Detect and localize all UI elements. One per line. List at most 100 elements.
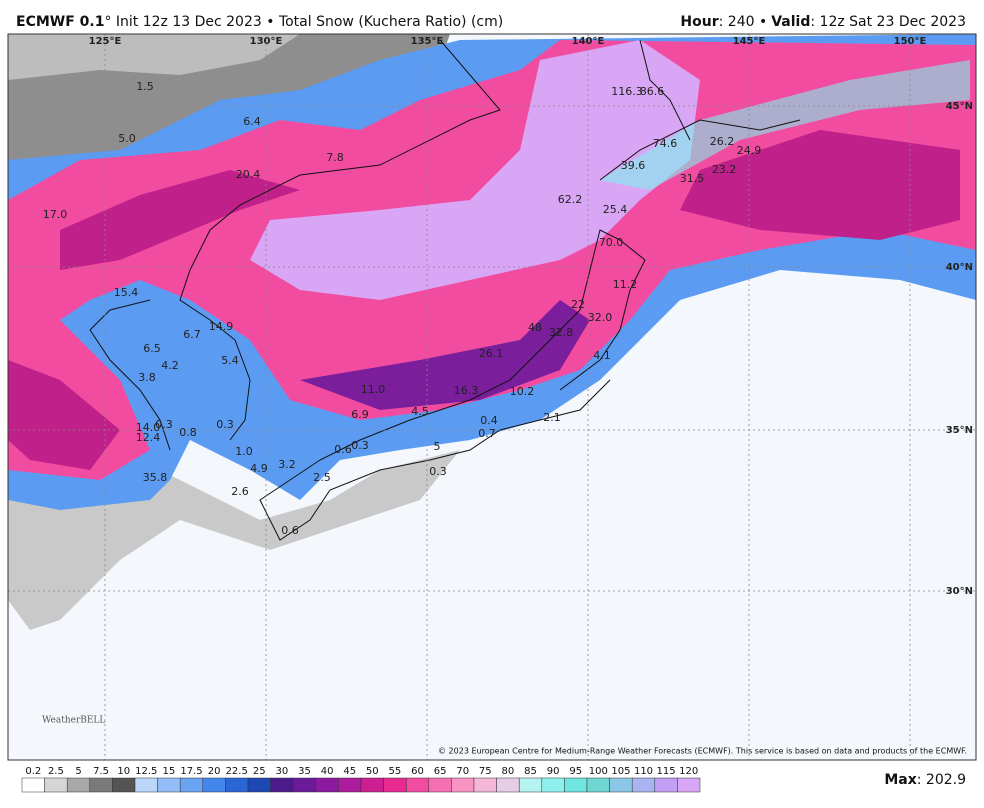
colorbar-cell bbox=[247, 777, 271, 793]
point-label: 62.2 bbox=[558, 193, 583, 206]
lat-label: 30°N bbox=[946, 586, 973, 597]
colorbar-cell bbox=[428, 777, 452, 793]
title-main: ECMWF 0.1 bbox=[16, 14, 104, 30]
colorbar-cell bbox=[518, 777, 543, 793]
subtitle: ° Init 12z 13 Dec 2023 • Total Snow (Kuc… bbox=[104, 14, 503, 30]
hour-label: Hour bbox=[680, 14, 718, 30]
point-label: 14.9 bbox=[209, 320, 234, 333]
colorbar-tick: 0.2 bbox=[25, 766, 41, 777]
colorbar-tick: 110 bbox=[634, 766, 653, 777]
point-label: 4.9 bbox=[250, 462, 268, 475]
lat-label: 35°N bbox=[946, 425, 973, 436]
point-label: 5.0 bbox=[118, 132, 136, 145]
colorbar-tick: 120 bbox=[679, 766, 698, 777]
title: ECMWF 0.1° Init 12z 13 Dec 2023 • Total … bbox=[16, 14, 503, 30]
point-label: 11.0 bbox=[361, 383, 386, 396]
colorbar-tick: 2.5 bbox=[48, 766, 64, 777]
point-label: 32.8 bbox=[549, 326, 574, 339]
point-label: 70.0 bbox=[599, 236, 624, 249]
map: 125°E 130°E 135°E 140°E 145°E 150°E 45°N 40°N 35… bbox=[8, 34, 976, 760]
snow-light-grey bbox=[8, 34, 300, 80]
colorbar-cell bbox=[21, 777, 45, 793]
lon-label: 140°E bbox=[572, 36, 605, 47]
point-label: 5 bbox=[434, 440, 441, 453]
colorbar: 0.2 2.5 5 7.5 10 12.5 15 17.5 20 22.5 25 30 35 40 45 50… bbox=[21, 766, 701, 793]
colorbar-cell bbox=[564, 777, 588, 793]
colorbar-cell bbox=[225, 777, 249, 793]
point-label: 1.0 bbox=[235, 445, 253, 458]
colorbar-tick: 35 bbox=[298, 766, 311, 777]
lat-label: 45°N bbox=[946, 101, 973, 112]
graticule: 125°E 130°E 135°E 140°E 145°E 150°E 45°N 40°N 35… bbox=[8, 34, 976, 760]
colorbar-cell bbox=[609, 777, 633, 793]
colorbar-cell bbox=[315, 777, 339, 793]
valid-info: Hour: 240 • Valid: 12z Sat 23 Dec 2023 bbox=[680, 14, 966, 30]
point-label: 74.6 bbox=[653, 137, 678, 150]
point-label: 4.5 bbox=[411, 405, 429, 418]
colorbar-tick: 50 bbox=[366, 766, 379, 777]
point-label: 16.3 bbox=[454, 384, 479, 397]
lon-label: 135°E bbox=[411, 36, 444, 47]
point-label: 25.4 bbox=[603, 203, 628, 216]
colorbar-cell bbox=[89, 777, 113, 793]
point-label: 86.6 bbox=[640, 85, 665, 98]
point-label: 23.2 bbox=[712, 163, 737, 176]
lon-label: 150°E bbox=[894, 36, 927, 47]
lon-label: 125°E bbox=[89, 36, 122, 47]
point-label: 0.6 bbox=[281, 524, 299, 537]
colorbar-tick: 30 bbox=[276, 766, 289, 777]
point-label: 24.9 bbox=[737, 144, 762, 157]
snow-cyan bbox=[600, 60, 970, 190]
point-label: 3.2 bbox=[278, 458, 296, 471]
colorbar-tick: 20 bbox=[208, 766, 221, 777]
colorbar-cell bbox=[383, 777, 407, 793]
colorbar-tick: 75 bbox=[479, 766, 492, 777]
point-label: 0.3 bbox=[216, 418, 234, 431]
colorbar-tick: 60 bbox=[411, 766, 424, 777]
point-label: 6.5 bbox=[143, 342, 161, 355]
colorbar-tick: 10 bbox=[117, 766, 130, 777]
point-label: 48 bbox=[528, 321, 542, 334]
colorbar-tick: 85 bbox=[524, 766, 537, 777]
point-label: 17.0 bbox=[43, 208, 68, 221]
colorbar-tick: 45 bbox=[343, 766, 356, 777]
snow-magenta bbox=[8, 130, 960, 470]
point-label: 22 bbox=[571, 298, 585, 311]
point-label: 6.7 bbox=[183, 328, 201, 341]
point-label: 0.4 bbox=[480, 414, 498, 427]
point-label: 20.4 bbox=[236, 168, 261, 181]
valid-value: : 12z Sat 23 Dec 2023 bbox=[810, 14, 966, 30]
point-label: 1.5 bbox=[136, 80, 154, 93]
max-value: : 202.9 bbox=[917, 772, 966, 788]
point-labels: 1.5 6.4 5.0 7.8 20.4 17.0 15.4 6.7 14.9 6.54.2 5.4… bbox=[43, 80, 762, 537]
point-label: 11.2 bbox=[613, 278, 638, 291]
copyright: © 2023 European Centre for Medium-Range … bbox=[438, 747, 967, 756]
point-label: 15.4 bbox=[114, 286, 139, 299]
colorbar-tick: 80 bbox=[502, 766, 515, 777]
colorbar-cell bbox=[473, 777, 497, 793]
colorbar-cell bbox=[451, 777, 475, 793]
colorbar-tick: 7.5 bbox=[93, 766, 109, 777]
point-label: 0.7 bbox=[478, 427, 496, 440]
colorbar-tick: 22.5 bbox=[226, 766, 248, 777]
point-label: 39.6 bbox=[621, 159, 646, 172]
colorbar-cell bbox=[338, 777, 362, 793]
colorbar-cell bbox=[157, 777, 181, 793]
point-label: 31.5 bbox=[680, 172, 705, 185]
point-label: 6.9 bbox=[351, 408, 369, 421]
snow-lilac bbox=[250, 40, 700, 300]
point-label: 2.6 bbox=[231, 485, 249, 498]
point-label: 7.8 bbox=[326, 151, 344, 164]
point-label: 32.0 bbox=[588, 311, 613, 324]
colorbar-tick: 17.5 bbox=[180, 766, 202, 777]
colorbar-cell bbox=[496, 777, 520, 793]
map-frame bbox=[7, 33, 977, 761]
colorbar-tick: 15 bbox=[163, 766, 176, 777]
colorbar-cell bbox=[270, 777, 294, 793]
colorbar-cell bbox=[134, 777, 158, 793]
colorbar-tick: 65 bbox=[434, 766, 447, 777]
colorbar-tick: 90 bbox=[547, 766, 560, 777]
lon-label: 145°E bbox=[733, 36, 766, 47]
point-label: 26.1 bbox=[479, 347, 504, 360]
colorbar-tick: 5 bbox=[75, 766, 81, 777]
